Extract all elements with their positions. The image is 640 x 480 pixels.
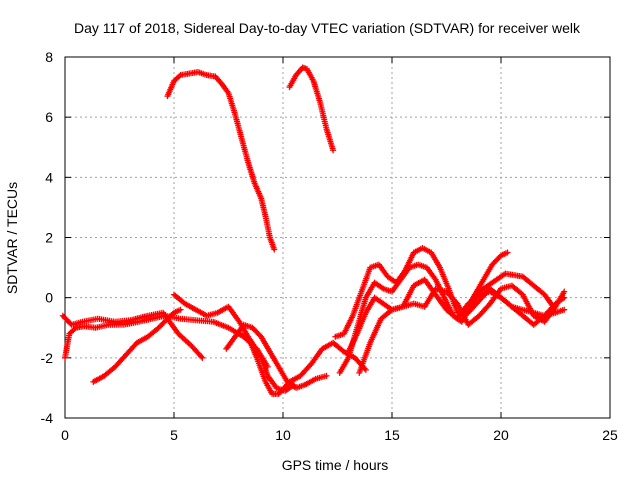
data-point xyxy=(561,306,568,313)
axis-ticks: 0 5 10 15 20 25 -4 -2 0 2 4 6 8 xyxy=(41,49,618,443)
series-track-a xyxy=(59,309,206,361)
data-point xyxy=(177,306,184,313)
series-track-c xyxy=(90,306,184,385)
x-tick-label: 5 xyxy=(170,427,178,443)
y-tick-label: 0 xyxy=(45,290,53,306)
data-point xyxy=(176,73,183,80)
x-axis-label: GPS time / hours xyxy=(282,457,389,473)
y-tick-label: -4 xyxy=(41,410,54,426)
data-point xyxy=(561,294,568,301)
y-tick-label: 8 xyxy=(45,49,53,65)
y-tick-label: 6 xyxy=(45,109,53,125)
series-arc-high-1 xyxy=(164,69,278,253)
data-points xyxy=(59,64,568,397)
x-tick-label: 20 xyxy=(493,427,509,443)
series-arc-high-2 xyxy=(286,64,337,154)
data-point xyxy=(362,366,369,373)
y-tick-label: -2 xyxy=(41,350,54,366)
x-tick-label: 15 xyxy=(384,427,400,443)
data-point xyxy=(323,372,330,379)
data-point xyxy=(198,353,205,360)
series-track-j xyxy=(356,282,568,376)
y-tick-label: 2 xyxy=(45,230,53,246)
chart-title: Day 117 of 2018, Sidereal Day-to-day VTE… xyxy=(74,20,581,36)
x-tick-label: 10 xyxy=(275,427,291,443)
series-track-e xyxy=(223,321,330,391)
grid xyxy=(65,57,610,418)
series-track-k xyxy=(465,285,568,328)
y-tick-label: 4 xyxy=(45,169,53,185)
data-point xyxy=(271,246,278,253)
data-point xyxy=(453,299,460,306)
data-point xyxy=(199,354,206,361)
y-axis-label: SDTVAR / TECUs xyxy=(4,182,20,294)
data-point xyxy=(290,381,297,388)
data-point xyxy=(71,325,78,332)
x-tick-label: 25 xyxy=(602,427,618,443)
data-point xyxy=(504,249,511,256)
series-track-f xyxy=(236,330,297,394)
x-tick-label: 0 xyxy=(61,427,69,443)
data-point xyxy=(561,288,568,295)
data-point xyxy=(330,147,337,154)
